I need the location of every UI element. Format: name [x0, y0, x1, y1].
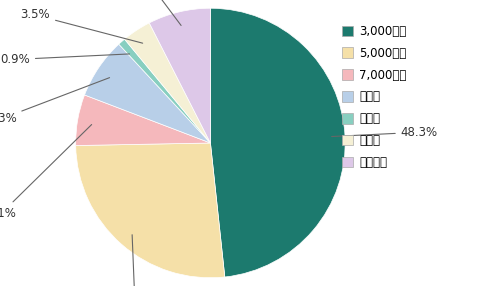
Text: 48.3%: 48.3% [331, 126, 438, 139]
Text: 3.5%: 3.5% [20, 9, 143, 43]
Text: 7.5%: 7.5% [108, 0, 181, 25]
Wedge shape [76, 143, 225, 278]
Wedge shape [84, 44, 210, 143]
Wedge shape [76, 95, 210, 146]
Wedge shape [149, 8, 210, 143]
Text: 26.4%: 26.4% [118, 235, 155, 286]
Legend: 3,000万円, 5,000万円, 7,000万円, １億円, 無制限, その他, 非セット: 3,000万円, 5,000万円, 7,000万円, １億円, 無制限, その他… [337, 20, 412, 174]
Wedge shape [124, 23, 210, 143]
Text: 6.1%: 6.1% [0, 125, 92, 220]
Wedge shape [210, 8, 345, 277]
Text: 7.3%: 7.3% [0, 78, 110, 125]
Text: 0.9%: 0.9% [0, 53, 129, 66]
Wedge shape [119, 39, 210, 143]
